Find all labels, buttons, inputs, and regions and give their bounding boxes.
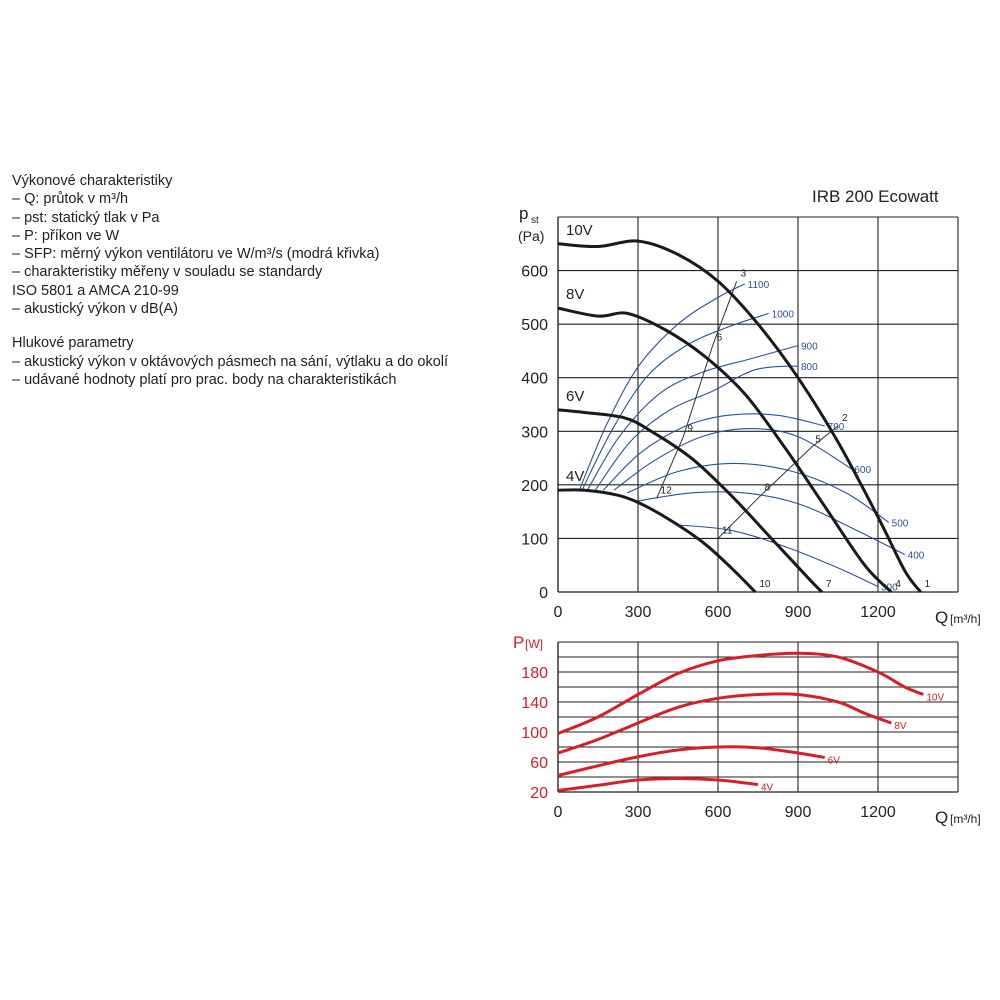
legend-text: Výkonové charakteristiky – Q: průtok v m…: [12, 172, 502, 389]
sfp-label-600: 600: [854, 465, 871, 476]
y-tick-label: 600: [521, 264, 548, 281]
fan-curve-label-8V: 8V: [566, 286, 584, 303]
legend-heading-performance: Výkonové charakteristiky: [12, 173, 173, 189]
system-curve: [656, 281, 738, 499]
operating-point-12: 12: [661, 485, 673, 496]
operating-point-4: 4: [895, 579, 901, 590]
sfp-label-400: 400: [908, 551, 925, 562]
x-tick-label: 1200: [860, 804, 896, 821]
y-axis-label-subscript: st: [531, 215, 539, 226]
y-tick-label: 180: [521, 665, 548, 682]
sfp-curve-1000: [581, 312, 769, 491]
operating-point-5: 5: [815, 434, 821, 445]
x-axis-unit: [m³/h]: [950, 812, 981, 826]
x-tick-label: 0: [554, 804, 563, 821]
y-axis-unit: [W]: [525, 637, 543, 651]
y-tick-label: 100: [521, 725, 548, 742]
y-tick-label: 400: [521, 371, 548, 388]
sfp-label-1100: 1100: [748, 280, 770, 291]
y-tick-label: 500: [521, 317, 548, 334]
sfp-curve-500: [627, 462, 890, 523]
operating-point-6: 6: [717, 333, 723, 344]
y-tick-label: 200: [521, 478, 548, 495]
chart-title: IRB 200 Ecowatt: [812, 187, 939, 206]
legend-item: – charakteristiky měřeny v souladu se st…: [12, 264, 323, 281]
sfp-label-800: 800: [801, 362, 818, 373]
power-curve-label-10V: 10V: [926, 693, 944, 704]
legend-heading-noise: Hlukové parametry: [12, 335, 134, 352]
y-axis-label: P: [513, 633, 524, 652]
y-tick-label: 140: [521, 695, 548, 712]
operating-point-3: 3: [741, 268, 747, 279]
x-tick-label: 900: [785, 604, 812, 621]
legend-item: – pst: statický tlak v Pa: [12, 209, 160, 226]
fan-curve-6V: [557, 408, 824, 594]
fan-curve-10V: [557, 239, 922, 593]
power-curve-8V: [557, 692, 892, 755]
sfp-curve-400: [637, 491, 905, 555]
legend-item: ISO 5801 a AMCA 210-99: [12, 282, 179, 299]
pressure-chart: 0 300 600 900 1200 0 100 200 300 400 500 600 IRB 200…: [518, 187, 981, 627]
legend-item: – udávané hodnoty platí pro prac. body n…: [12, 371, 397, 388]
y-tick-label: 60: [530, 755, 548, 772]
fan-curve-label-6V: 6V: [566, 388, 584, 405]
operating-point-8: 8: [765, 483, 771, 494]
power-curve-label-4V: 4V: [761, 783, 774, 794]
y-tick-label: 0: [539, 585, 548, 602]
fan-curve-8V: [557, 306, 893, 594]
operating-point-9: 9: [687, 424, 693, 435]
system-curve: [717, 425, 839, 539]
operating-point-11: 11: [722, 525, 733, 536]
power-curve-4V: [557, 776, 759, 792]
x-tick-label: 300: [625, 804, 652, 821]
y-tick-label: 100: [521, 531, 548, 548]
operating-point-2: 2: [842, 413, 848, 424]
legend-item: – akustický výkon v dB(A): [12, 301, 178, 318]
x-tick-label: 1200: [860, 604, 896, 621]
x-axis-unit: [m³/h]: [950, 612, 981, 626]
legend-item: – SFP: měrný výkon ventilátoru ve W/m³/s…: [12, 246, 380, 263]
x-axis-label: Q: [935, 808, 948, 827]
y-tick-label: 300: [521, 424, 548, 441]
sfp-label-1000: 1000: [772, 309, 795, 320]
sfp-curve-300: [677, 524, 879, 588]
sfp-curve-600: [613, 428, 852, 491]
fan-curve-4V: [557, 488, 757, 594]
legend-item: – Q: průtok v m³/h: [12, 191, 129, 208]
sfp-curve-900: [586, 345, 799, 491]
y-axis-label: p: [519, 204, 528, 223]
operating-point-1: 1: [925, 579, 931, 590]
fan-curve-label-4V: 4V: [566, 468, 584, 485]
power-curve-label-6V: 6V: [828, 756, 841, 767]
operating-point-10: 10: [759, 579, 771, 590]
sfp-label-900: 900: [801, 342, 818, 353]
legend-item: – akustický výkon v oktávových pásmech n…: [12, 353, 449, 370]
fan-curve-label-10V: 10V: [566, 222, 593, 239]
power-curve-label-8V: 8V: [894, 721, 907, 732]
sfp-curve-1100: [578, 283, 745, 491]
sfp-label-500: 500: [892, 518, 909, 529]
operating-point-7: 7: [826, 579, 832, 590]
sfp-label-300: 300: [881, 583, 898, 594]
legend-item: – P: příkon ve W: [12, 227, 120, 244]
y-axis-unit: (Pa): [518, 228, 544, 244]
sfp-curve-700: [602, 413, 825, 491]
y-tick-label: 20: [530, 785, 548, 802]
x-tick-label: 0: [554, 604, 563, 621]
power-curve-10V: [557, 651, 924, 735]
x-tick-label: 900: [785, 804, 812, 821]
sfp-curve-800: [594, 365, 799, 491]
x-axis-label: Q: [935, 608, 948, 627]
x-tick-label: 600: [705, 604, 732, 621]
x-tick-label: 300: [625, 604, 652, 621]
x-tick-label: 600: [705, 804, 732, 821]
power-curve-6V: [557, 745, 825, 777]
power-chart: 0 300 600 900 1200 20 60 100 140 180 P [W] Q [m³/h] 10…: [513, 633, 981, 827]
